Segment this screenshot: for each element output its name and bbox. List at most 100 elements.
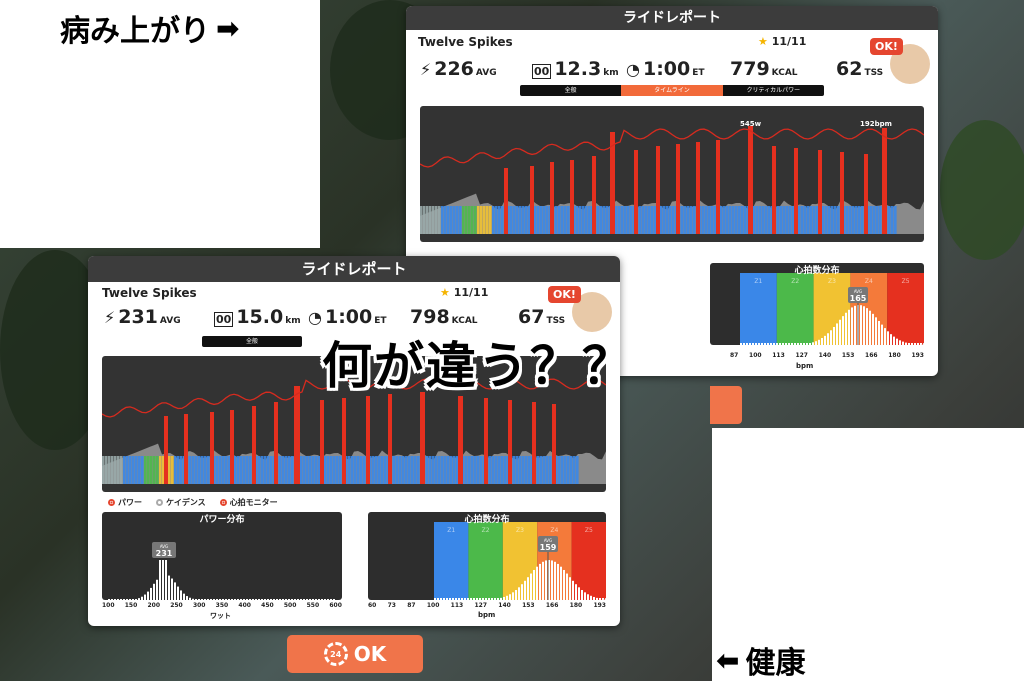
zone-bar <box>204 456 207 484</box>
hr-histogram-bar <box>851 307 853 345</box>
zone-bar <box>372 456 375 484</box>
zone-bar <box>510 206 513 234</box>
legend-cadence[interactable]: ケイデンス <box>156 497 206 508</box>
annotation-healthy-text: 健康 <box>745 646 806 681</box>
hr-histogram-bar <box>542 561 544 600</box>
zone-bar <box>837 206 840 234</box>
zone-bar <box>144 456 147 484</box>
tab-general[interactable]: 全般 <box>245 338 258 345</box>
hr-histogram-bar <box>758 343 760 345</box>
hr-histogram-bar <box>548 560 550 600</box>
interval-spike <box>772 146 776 234</box>
zone-bar <box>687 206 690 234</box>
power-histogram-bar <box>144 594 146 600</box>
hr-histogram-bar <box>827 333 829 345</box>
hr-histogram-bar <box>890 334 892 345</box>
odometer-icon: 00 <box>532 64 552 79</box>
zone-bar <box>201 456 204 484</box>
tab-timeline[interactable]: タイムライン <box>621 85 723 96</box>
legend-power[interactable]: パワー <box>108 497 142 508</box>
zone-bar <box>879 206 882 234</box>
zone-bar <box>477 456 480 484</box>
hr-histogram-bar <box>905 342 907 345</box>
tab-critical-power[interactable]: クリティカルパワー <box>746 87 801 94</box>
axis-tick-label: 450 <box>261 602 274 609</box>
power-histogram-bar <box>210 599 212 600</box>
zone-bar <box>102 456 105 484</box>
hr-histogram-bar <box>464 598 466 600</box>
zone-bar <box>291 456 294 484</box>
zone-bar <box>249 456 252 484</box>
zone-bar <box>726 206 729 234</box>
zone-bar <box>348 456 351 484</box>
avg-badge-label: AVG <box>160 544 168 549</box>
legend-hr[interactable]: 心拍モニター <box>219 497 278 508</box>
zone-bar <box>786 206 789 234</box>
zone-bar <box>219 456 222 484</box>
zone-bar <box>327 456 330 484</box>
power-histogram-bar <box>120 599 122 600</box>
interval-spike <box>794 148 798 234</box>
zone-bar <box>105 456 108 484</box>
zone-bar <box>528 456 531 484</box>
zone-bar <box>501 206 504 234</box>
ok-button[interactable]: 24 OK <box>287 635 423 673</box>
zone-bar <box>234 456 237 484</box>
power-histogram-bar <box>243 599 245 600</box>
radio-icon <box>219 499 227 506</box>
hr-histogram-bar <box>860 305 862 345</box>
zone-label: Z2 <box>791 278 799 285</box>
power-histogram-bar <box>315 599 317 600</box>
zone-bar <box>519 456 522 484</box>
zone-bar <box>651 206 654 234</box>
power-histogram-bar <box>114 599 116 600</box>
stars-count: ★ 11/11 <box>758 35 806 48</box>
zone-bar <box>540 206 543 234</box>
interval-spike <box>610 132 615 234</box>
zone-bar <box>489 456 492 484</box>
hr-histogram-bar <box>845 312 847 345</box>
heart-rate-line <box>420 128 924 168</box>
zone-bar <box>207 456 210 484</box>
calories-stat: 798 KCAL <box>410 306 478 328</box>
lightning-icon: ⚡ <box>420 60 432 79</box>
zone-label: Z1 <box>447 527 455 534</box>
white-area-top-left <box>0 0 320 248</box>
interval-spike <box>530 166 534 234</box>
hr-zone-band <box>887 273 924 345</box>
zone-bar <box>150 456 153 484</box>
tab-general[interactable]: 全般 <box>564 87 577 94</box>
ok-badge: OK! <box>870 38 903 55</box>
hr-histogram-bar <box>584 592 586 600</box>
zone-bar <box>558 206 561 234</box>
zone-bar <box>147 456 150 484</box>
power-histogram-bar <box>168 575 170 600</box>
zone-bar <box>459 206 462 234</box>
zone-bar <box>720 206 723 234</box>
zone-bar <box>261 456 264 484</box>
zone-bar <box>723 206 726 234</box>
zone-bar <box>648 206 651 234</box>
power-histogram-bar <box>156 579 158 600</box>
axis-tick-label: 600 <box>329 602 342 609</box>
interval-spike <box>274 402 278 484</box>
hr-histogram-bar <box>509 594 511 600</box>
zone-bar <box>762 206 765 234</box>
tss-stat: 62 TSS <box>836 58 883 80</box>
hr-histogram-bar <box>506 595 508 600</box>
hr-histogram-bar <box>755 343 757 345</box>
zone-bar <box>360 456 363 484</box>
hr-histogram-bar <box>446 598 448 600</box>
hr-distribution-title: 心拍数分布 <box>464 515 510 525</box>
power-histogram-bar <box>147 591 149 600</box>
zone-bar <box>159 456 162 484</box>
zone-bar <box>333 456 336 484</box>
odometer-icon: 00 <box>214 312 234 327</box>
zone-bar <box>867 206 870 234</box>
hr-histogram-bar <box>596 597 598 600</box>
hr-histogram-bar <box>773 343 775 345</box>
power-histogram-bar <box>246 599 248 600</box>
power-histogram-bar <box>288 599 290 600</box>
zone-bar <box>411 456 414 484</box>
power-value: 231 <box>118 306 158 328</box>
